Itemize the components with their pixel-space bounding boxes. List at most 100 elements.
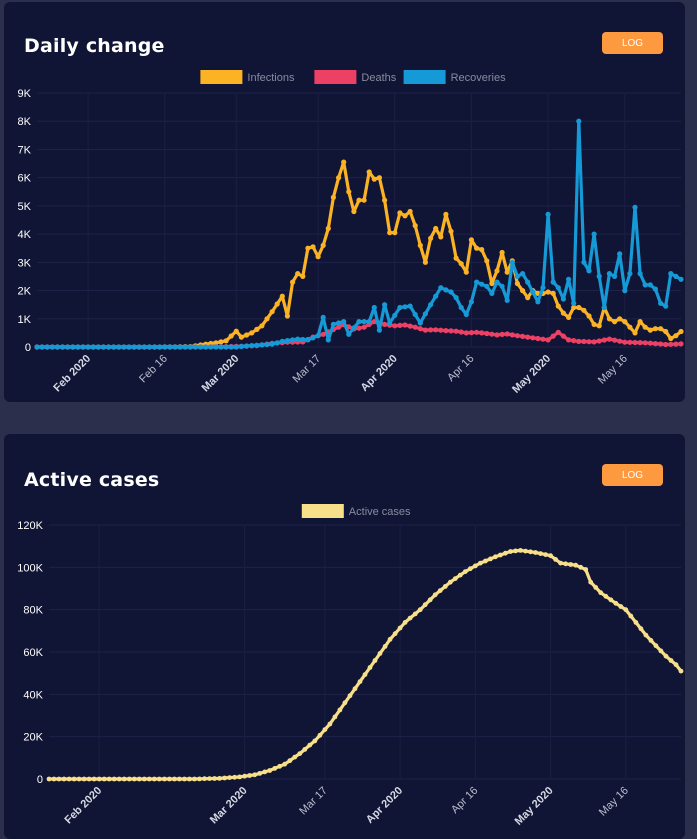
data-point[interactable]: [412, 311, 418, 318]
data-point[interactable]: [397, 210, 403, 216]
legend-label[interactable]: Active cases: [349, 506, 411, 518]
data-point[interactable]: [361, 197, 367, 203]
data-point[interactable]: [447, 579, 453, 585]
data-point[interactable]: [192, 776, 197, 782]
data-point[interactable]: [571, 338, 577, 344]
data-point[interactable]: [494, 268, 500, 274]
data-point[interactable]: [581, 338, 587, 345]
data-point[interactable]: [437, 588, 443, 593]
data-point[interactable]: [568, 562, 574, 567]
data-point[interactable]: [76, 776, 82, 782]
data-point[interactable]: [637, 271, 643, 277]
data-point[interactable]: [264, 316, 270, 322]
data-point[interactable]: [392, 230, 398, 236]
data-point[interactable]: [581, 259, 587, 265]
legend-swatch[interactable]: [403, 70, 446, 84]
data-point[interactable]: [346, 189, 352, 195]
data-point[interactable]: [468, 330, 474, 336]
data-point[interactable]: [156, 776, 162, 782]
data-point[interactable]: [242, 773, 248, 779]
data-point[interactable]: [116, 776, 122, 782]
data-point[interactable]: [432, 592, 438, 598]
data-point[interactable]: [443, 287, 449, 293]
data-point[interactable]: [192, 344, 198, 350]
data-point[interactable]: [315, 254, 321, 260]
data-point[interactable]: [290, 337, 296, 343]
data-point[interactable]: [315, 333, 321, 339]
data-point[interactable]: [367, 665, 373, 670]
data-point[interactable]: [232, 774, 238, 780]
data-point[interactable]: [300, 336, 306, 343]
data-point[interactable]: [642, 282, 648, 288]
data-point[interactable]: [606, 316, 613, 322]
data-point[interactable]: [341, 159, 347, 165]
data-point[interactable]: [673, 333, 679, 339]
data-point[interactable]: [337, 707, 343, 713]
data-point[interactable]: [182, 776, 187, 782]
data-point[interactable]: [658, 341, 664, 347]
data-point[interactable]: [566, 276, 572, 282]
data-point[interactable]: [637, 319, 643, 325]
data-point[interactable]: [617, 316, 623, 322]
data-point[interactable]: [223, 338, 229, 344]
data-point[interactable]: [513, 548, 518, 554]
data-point[interactable]: [555, 329, 561, 335]
data-point[interactable]: [259, 342, 265, 348]
data-point[interactable]: [152, 344, 158, 350]
data-point[interactable]: [484, 258, 490, 264]
legend-swatch[interactable]: [301, 504, 344, 518]
data-point[interactable]: [643, 632, 649, 638]
data-point[interactable]: [438, 285, 444, 291]
data-point[interactable]: [249, 343, 255, 349]
data-point[interactable]: [213, 344, 219, 350]
data-point[interactable]: [474, 279, 480, 285]
data-point[interactable]: [259, 323, 265, 329]
data-point[interactable]: [95, 344, 101, 350]
data-point[interactable]: [282, 761, 288, 767]
data-point[interactable]: [647, 282, 653, 288]
data-point[interactable]: [566, 337, 572, 343]
data-point[interactable]: [217, 776, 222, 781]
data-point[interactable]: [75, 344, 81, 350]
data-point[interactable]: [254, 326, 260, 332]
data-point[interactable]: [244, 332, 250, 338]
data-point[interactable]: [638, 626, 644, 632]
data-point[interactable]: [357, 679, 363, 684]
data-point[interactable]: [652, 341, 659, 347]
data-point[interactable]: [550, 279, 556, 285]
data-point[interactable]: [598, 590, 604, 596]
data-point[interactable]: [407, 323, 413, 329]
data-point[interactable]: [91, 776, 97, 782]
data-point[interactable]: [397, 304, 403, 311]
data-point[interactable]: [397, 625, 403, 631]
data-point[interactable]: [356, 319, 362, 325]
data-point[interactable]: [523, 548, 528, 554]
data-point[interactable]: [622, 288, 628, 294]
data-point[interactable]: [126, 776, 132, 782]
data-point[interactable]: [612, 337, 618, 343]
data-point[interactable]: [627, 271, 633, 277]
data-point[interactable]: [34, 344, 40, 350]
data-point[interactable]: [617, 251, 623, 257]
data-point[interactable]: [272, 766, 278, 771]
data-point[interactable]: [392, 631, 398, 637]
data-point[interactable]: [366, 169, 372, 175]
data-point[interactable]: [578, 564, 584, 570]
data-point[interactable]: [228, 333, 234, 339]
data-point[interactable]: [489, 290, 495, 296]
data-point[interactable]: [352, 686, 358, 692]
data-point[interactable]: [443, 211, 449, 217]
data-point[interactable]: [330, 194, 336, 200]
data-point[interactable]: [653, 643, 659, 649]
legend-swatch[interactable]: [200, 70, 243, 84]
data-point[interactable]: [106, 344, 112, 350]
data-point[interactable]: [463, 330, 469, 336]
data-point[interactable]: [678, 341, 684, 347]
data-point[interactable]: [581, 307, 587, 313]
data-point[interactable]: [327, 721, 333, 727]
data-point[interactable]: [606, 336, 613, 342]
data-point[interactable]: [474, 245, 480, 251]
data-point[interactable]: [322, 727, 328, 732]
data-point[interactable]: [543, 552, 548, 557]
data-point[interactable]: [131, 776, 137, 782]
